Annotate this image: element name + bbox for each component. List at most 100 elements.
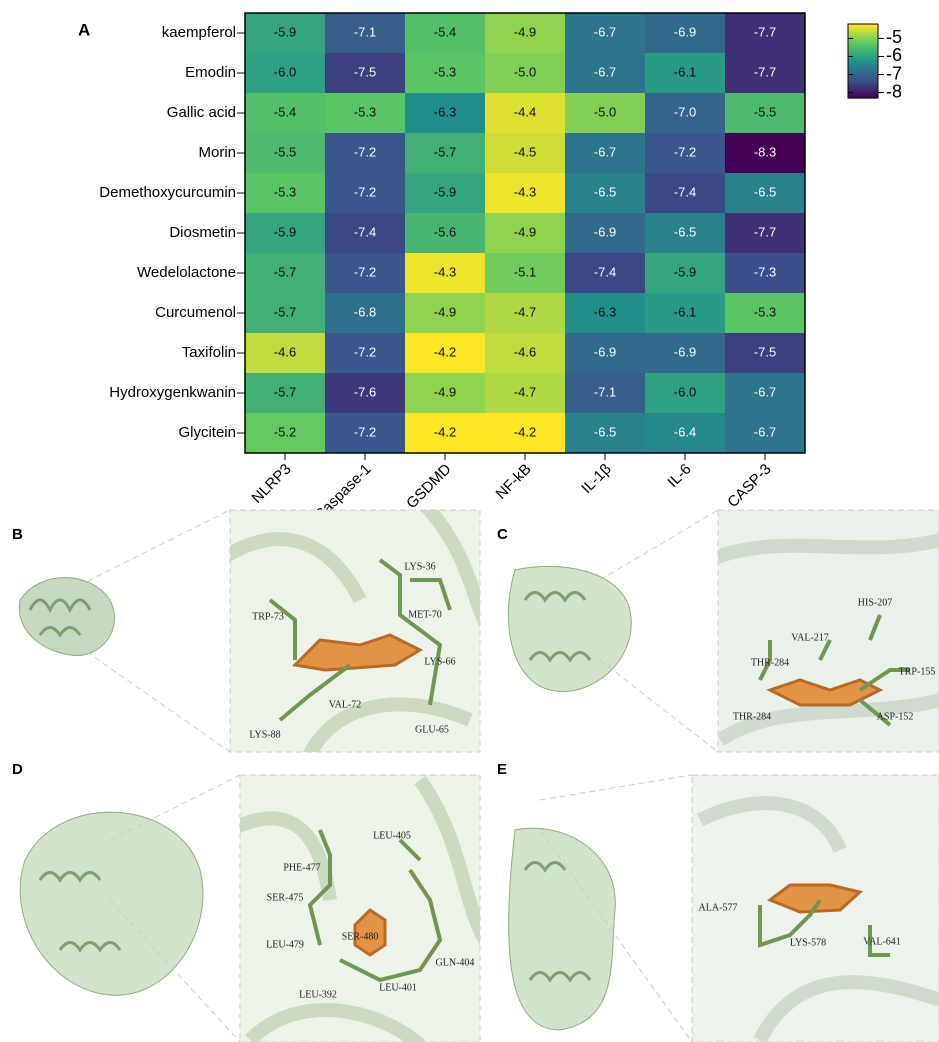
col-label: IL-1β <box>578 460 615 497</box>
cell-label: -7.7 <box>754 64 776 79</box>
residue-label: TRP-155 <box>899 666 936 677</box>
col-label: NLRP3 <box>248 461 294 507</box>
cell-label: -4.2 <box>434 344 456 359</box>
cell-label: -5.5 <box>274 144 296 159</box>
cell-label: -6.9 <box>674 344 696 359</box>
cell-label: -5.9 <box>674 264 696 279</box>
cell-label: -5.6 <box>434 224 456 239</box>
panel-label: E <box>497 761 507 778</box>
docking-art <box>19 500 939 1042</box>
cell-label: -7.5 <box>354 64 376 79</box>
cell-label: -6.5 <box>594 424 616 439</box>
row-label: Curcumenol <box>155 304 236 321</box>
cell-label: -6.4 <box>674 424 696 439</box>
col-label: GSDMD <box>403 461 455 513</box>
cell-label: -6.5 <box>594 184 616 199</box>
cell-label: -5.3 <box>354 104 376 119</box>
cell-label: -7.5 <box>754 344 776 359</box>
cell-label: -5.7 <box>274 264 296 279</box>
cell-label: -7.7 <box>754 24 776 39</box>
colorbar-label: -8 <box>886 81 902 101</box>
residue-label: SER-480 <box>342 931 379 942</box>
cell-label: -4.3 <box>514 184 536 199</box>
cell-label: -4.6 <box>274 344 296 359</box>
cell-label: -6.9 <box>594 344 616 359</box>
row-label: Wedelolactone <box>137 264 236 281</box>
colorbar-label: -6 <box>886 45 902 65</box>
cell-label: -4.4 <box>514 104 536 119</box>
cell-label: -6.0 <box>674 384 696 399</box>
cell-label: -7.2 <box>674 144 696 159</box>
col-label: IL-6 <box>664 461 694 491</box>
residue-label: LYS-88 <box>249 729 280 740</box>
cell-label: -7.4 <box>354 224 376 239</box>
cell-label: -4.7 <box>514 384 536 399</box>
residue-label: LEU-479 <box>266 939 304 950</box>
cell-label: -5.7 <box>274 304 296 319</box>
panel-label: A <box>78 20 90 39</box>
cell-label: -6.9 <box>594 224 616 239</box>
cell-label: -6.5 <box>674 224 696 239</box>
figure: A kaempferol -5.9 -7.1 -5.4 -4.9 -6.7 -6.9 -7.7… <box>0 0 939 1042</box>
cell-label: -5.7 <box>274 384 296 399</box>
residue-label: ALA-577 <box>699 902 738 913</box>
cell-label: -5.3 <box>274 184 296 199</box>
colorbar-label: -5 <box>886 27 902 47</box>
row-label: Emodin <box>185 64 236 81</box>
row-label: Taxifolin <box>182 344 236 361</box>
residue-label: LYS-66 <box>424 656 455 667</box>
residue-label: LEU-405 <box>373 830 411 841</box>
cell-label: -4.5 <box>514 144 536 159</box>
residue-label: LYS-578 <box>790 937 826 948</box>
cell-label: -7.0 <box>674 104 696 119</box>
residue-label: THR-284 <box>751 657 789 668</box>
row-label: kaempferol <box>162 24 236 41</box>
cell-label: -5.1 <box>514 264 536 279</box>
cell-label: -4.9 <box>434 304 456 319</box>
residue-label: PHE-477 <box>283 862 320 873</box>
cell-label: -4.2 <box>514 424 536 439</box>
cell-label: -4.9 <box>434 384 456 399</box>
cell-label: -6.7 <box>754 384 776 399</box>
residue-label: VAL-641 <box>863 936 901 947</box>
cell-label: -6.7 <box>594 24 616 39</box>
cell-label: -7.6 <box>354 384 376 399</box>
cell-label: -4.9 <box>514 224 536 239</box>
cell-label: -5.9 <box>274 24 296 39</box>
col-label: NF-kB <box>493 461 535 503</box>
cell-label: -6.7 <box>754 424 776 439</box>
panel-label: B <box>12 526 23 543</box>
cell-label: -7.4 <box>674 184 696 199</box>
cell-label: -7.1 <box>354 24 376 39</box>
residue-label: GLN-404 <box>436 957 475 968</box>
residue-label: VAL-72 <box>329 699 362 710</box>
residue-label: TRP-73 <box>252 611 284 622</box>
row-label: Hydroxygenkwanin <box>109 384 236 401</box>
cell-label: -6.0 <box>274 64 296 79</box>
residue-label: HIS-207 <box>858 597 892 608</box>
row-label: Glycitein <box>178 424 236 441</box>
row-label: Diosmetin <box>169 224 236 241</box>
residue-label: LEU-392 <box>299 989 337 1000</box>
cell-label: -6.5 <box>754 184 776 199</box>
residue-label: LYS-36 <box>404 561 435 572</box>
cell-label: -5.3 <box>754 304 776 319</box>
cell-label: -8.3 <box>754 144 776 159</box>
cell-label: -5.9 <box>434 184 456 199</box>
panel-label: C <box>497 526 508 543</box>
cell-label: -7.3 <box>754 264 776 279</box>
cell-label: -5.4 <box>274 104 296 119</box>
colorbar-label: -7 <box>886 63 902 83</box>
cell-label: -7.2 <box>354 264 376 279</box>
cell-label: -5.9 <box>274 224 296 239</box>
cell-label: -6.1 <box>674 304 696 319</box>
col-label: CASP-3 <box>724 461 774 511</box>
residue-label: GLU-65 <box>415 724 449 735</box>
residue-label: LEU-401 <box>379 982 417 993</box>
row-label: Gallic acid <box>167 104 236 121</box>
cell-label: -5.0 <box>514 64 536 79</box>
cell-label: -4.6 <box>514 344 536 359</box>
cell-label: -4.7 <box>514 304 536 319</box>
cell-label: -7.2 <box>354 344 376 359</box>
cell-label: -6.3 <box>594 304 616 319</box>
